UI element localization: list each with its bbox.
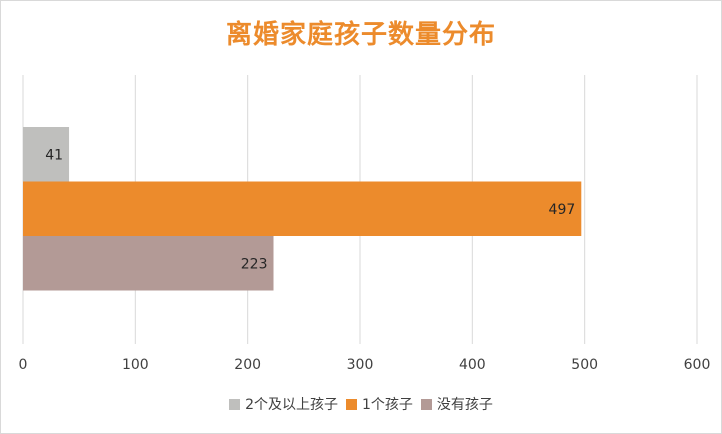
x-axis-ticks: 0 100 200 300 400 500 600 (19, 357, 711, 373)
bars (23, 127, 582, 291)
bar-labels: 41 497 223 (45, 147, 575, 272)
legend-item-none: 没有孩子 (420, 394, 493, 414)
bar-value-label-0: 41 (45, 147, 63, 163)
legend-label-2plus: 2个及以上孩子 (245, 397, 338, 413)
x-tick-label-500: 500 (571, 357, 598, 373)
legend-label-1: 1个孩子 (362, 397, 413, 413)
legend-swatch-none (420, 398, 432, 410)
legend-item-1: 1个孩子 (346, 394, 413, 414)
bar-2 (23, 236, 274, 291)
bar-value-label-2: 223 (241, 256, 268, 272)
bar-value-label-1: 497 (549, 202, 576, 218)
x-tick-label-0: 0 (19, 357, 28, 373)
legend-swatch-2plus (229, 398, 241, 410)
x-tick-label-200: 200 (234, 357, 261, 373)
legend: 2个及以上孩子 1个孩子 没有孩子 (0, 394, 722, 414)
x-tick-label-400: 400 (459, 357, 486, 373)
x-tick-label-600: 600 (684, 357, 711, 373)
legend-item-2plus: 2个及以上孩子 (229, 394, 338, 414)
legend-swatch-1 (346, 398, 357, 410)
legend-label-none: 没有孩子 (436, 397, 493, 413)
bar-0 (23, 127, 70, 182)
bar-1 (23, 181, 582, 236)
x-tick-label-100: 100 (122, 357, 149, 373)
chart-title: 离婚家庭孩子数量分布 (225, 20, 496, 50)
x-tick-label-300: 300 (347, 357, 374, 373)
